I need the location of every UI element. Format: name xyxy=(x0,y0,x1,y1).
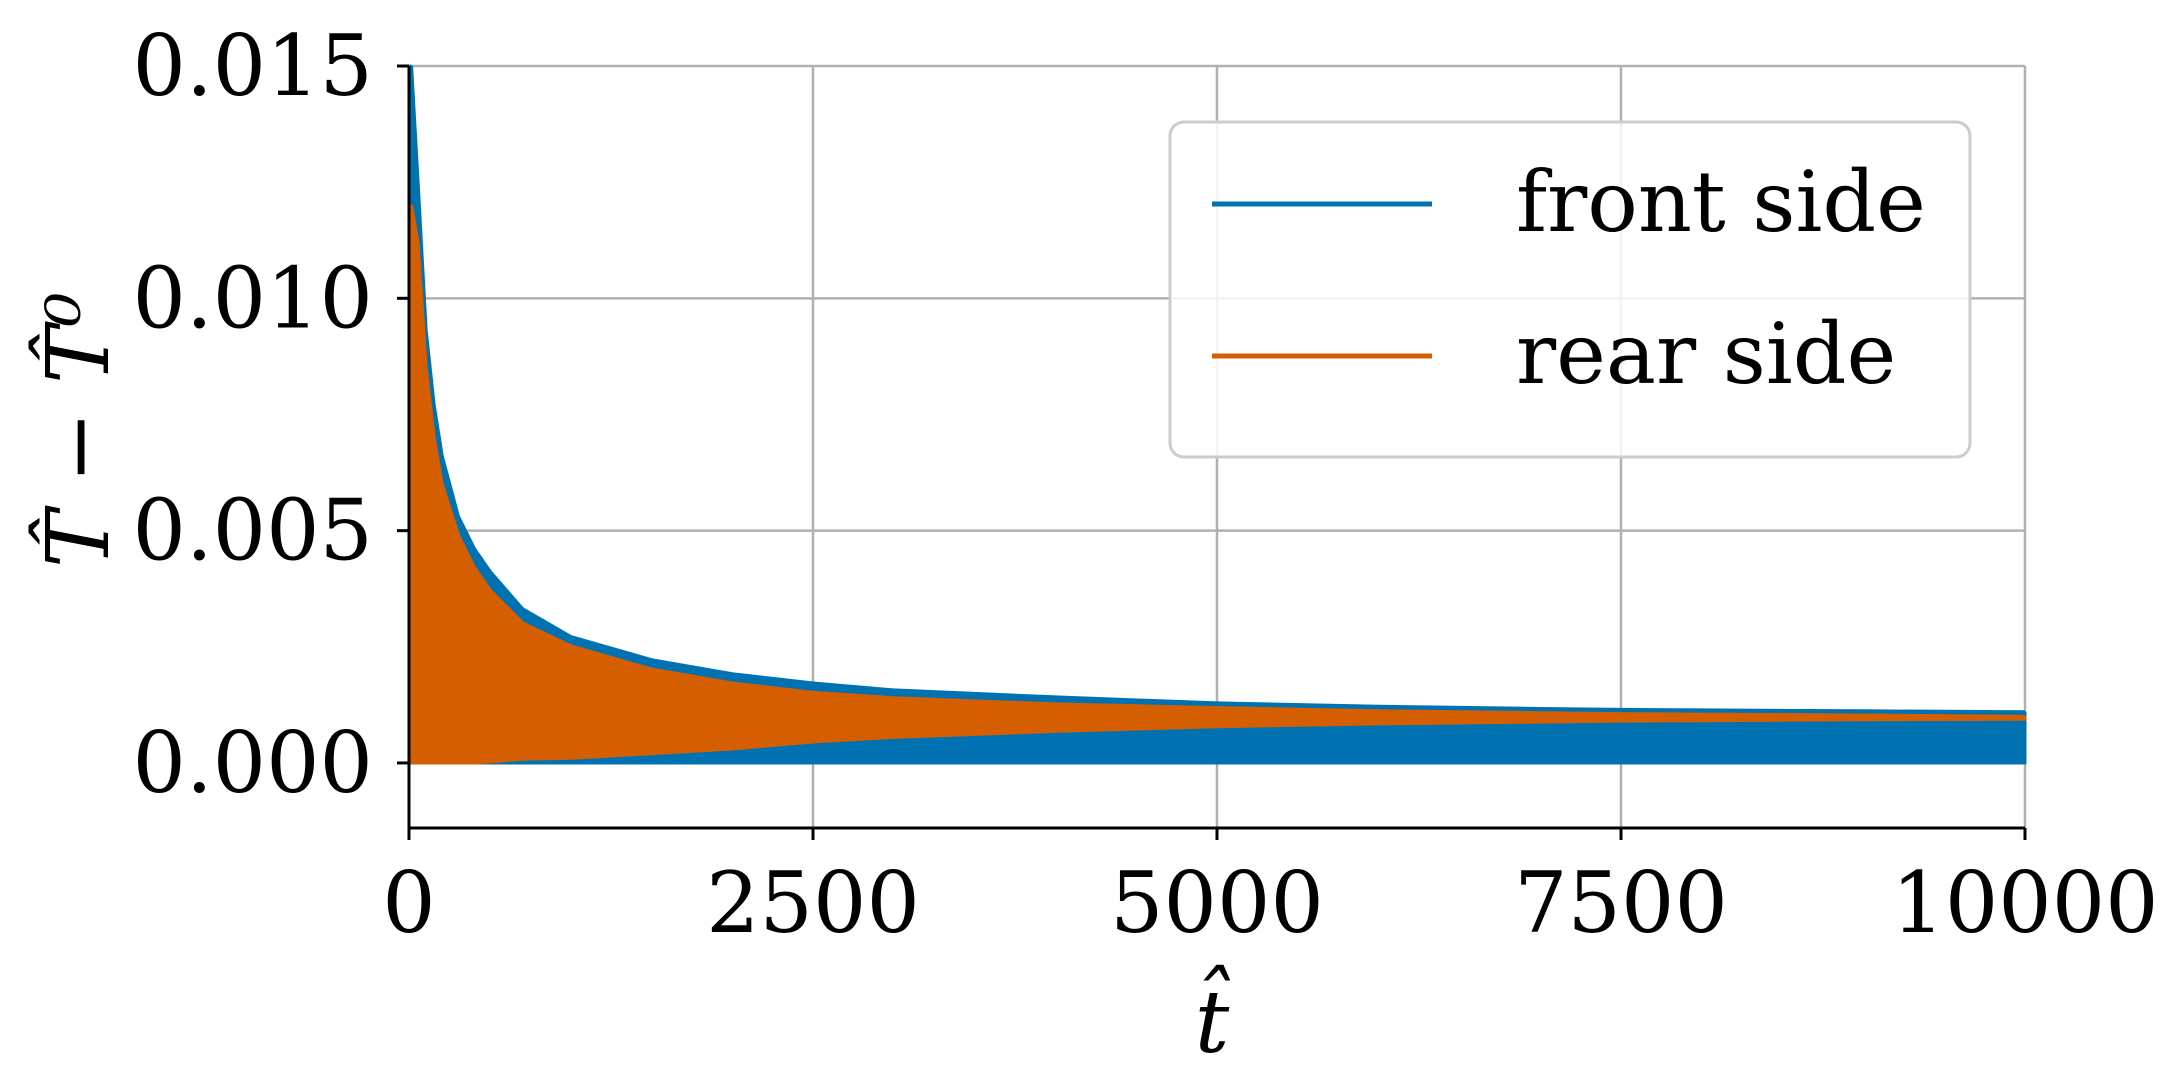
series-line-rear-side xyxy=(408,204,2026,720)
y-tick-label-2: 0.010 xyxy=(133,249,373,347)
x-tick-label-1: 2500 xyxy=(706,854,920,952)
legend-label-front-side: front side xyxy=(1516,153,1926,251)
x-tick-label-4: 10000 xyxy=(1891,854,2158,952)
series-line-front-side xyxy=(408,65,2026,716)
x-axis-title: t̂ xyxy=(1195,964,1231,1073)
axes xyxy=(397,64,2027,840)
x-tick-label-0: 0 xyxy=(382,854,435,952)
y-tick-labels: 0.000 0.005 0.010 0.015 xyxy=(133,17,373,812)
legend: front side rear side xyxy=(1168,120,1972,459)
y-tick-label-3: 0.015 xyxy=(133,17,373,115)
x-tick-label-2: 5000 xyxy=(1110,854,1324,952)
x-tick-labels: 0 2500 5000 7500 10000 xyxy=(382,854,2158,952)
legend-label-rear-side: rear side xyxy=(1516,305,1896,403)
y-axis-title: T̂ − T̂⁰ xyxy=(28,292,129,568)
y-tick-label-1: 0.005 xyxy=(133,482,373,580)
y-tick-label-0: 0.000 xyxy=(133,714,373,812)
plot-area xyxy=(408,64,2027,765)
x-tick-label-3: 7500 xyxy=(1514,854,1728,952)
